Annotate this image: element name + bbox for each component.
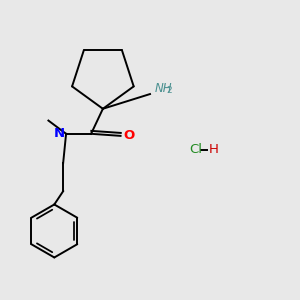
Text: Cl: Cl <box>190 143 203 157</box>
Text: H: H <box>209 143 219 157</box>
Text: NH: NH <box>154 82 172 95</box>
Text: N: N <box>53 127 64 140</box>
Text: 2: 2 <box>167 86 172 95</box>
Text: O: O <box>124 129 135 142</box>
